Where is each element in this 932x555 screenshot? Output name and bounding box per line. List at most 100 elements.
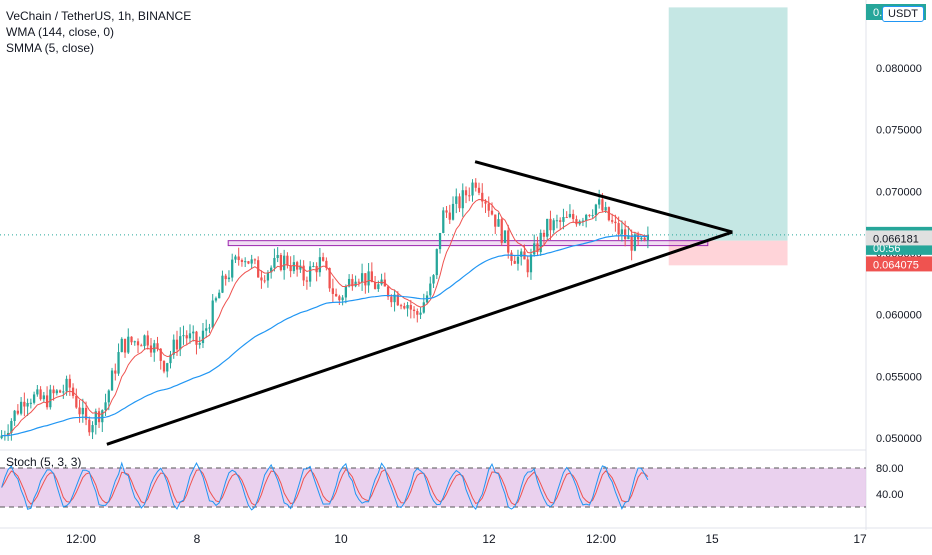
candle-body[interactable]: [104, 402, 107, 411]
candle-body[interactable]: [445, 210, 448, 213]
candle-body[interactable]: [214, 298, 218, 301]
candle-body[interactable]: [646, 234, 650, 241]
candle-body[interactable]: [182, 335, 185, 337]
candle-body[interactable]: [299, 265, 302, 270]
candle-body[interactable]: [65, 378, 68, 392]
candle-body[interactable]: [416, 311, 419, 315]
candle-body[interactable]: [130, 336, 133, 343]
candle-body[interactable]: [559, 220, 562, 222]
candle-body[interactable]: [636, 234, 640, 240]
candle-body[interactable]: [107, 390, 110, 403]
candle-body[interactable]: [601, 199, 604, 211]
candle-body[interactable]: [221, 275, 224, 293]
candle-body[interactable]: [237, 256, 240, 261]
candle-body[interactable]: [409, 305, 412, 310]
candle-body[interactable]: [539, 232, 542, 253]
candle-body[interactable]: [318, 257, 322, 273]
candle-body[interactable]: [321, 257, 325, 261]
candle-body[interactable]: [334, 293, 338, 297]
candle-body[interactable]: [526, 259, 529, 273]
candle-body[interactable]: [633, 234, 637, 251]
candle-body[interactable]: [598, 199, 601, 205]
candle-body[interactable]: [205, 328, 208, 331]
candle-body[interactable]: [208, 327, 211, 329]
candle-body[interactable]: [231, 259, 234, 278]
candle-body[interactable]: [552, 220, 555, 231]
candle-body[interactable]: [438, 232, 442, 250]
candle-body[interactable]: [562, 217, 565, 222]
candle-body[interactable]: [341, 297, 344, 301]
candle-body[interactable]: [386, 286, 390, 297]
candle-body[interactable]: [198, 343, 201, 345]
candle-body[interactable]: [481, 192, 484, 202]
candle-body[interactable]: [162, 360, 166, 372]
candle-body[interactable]: [283, 255, 286, 271]
candle-body[interactable]: [432, 275, 435, 284]
candle-body[interactable]: [253, 259, 257, 261]
candle-body[interactable]: [507, 230, 510, 253]
candle-body[interactable]: [503, 230, 507, 243]
candle-body[interactable]: [192, 331, 195, 334]
candle-body[interactable]: [0, 435, 3, 439]
candle-body[interactable]: [520, 251, 523, 257]
candle-body[interactable]: [643, 237, 646, 241]
candle-body[interactable]: [279, 254, 283, 271]
candle-body[interactable]: [289, 265, 292, 272]
candle-body[interactable]: [19, 401, 23, 414]
candle-body[interactable]: [42, 395, 45, 400]
candle-body[interactable]: [474, 182, 477, 188]
candle-body[interactable]: [26, 402, 29, 407]
stoch-label[interactable]: Stoch (5, 3, 3): [6, 455, 82, 469]
candle-body[interactable]: [123, 338, 127, 353]
candle-body[interactable]: [127, 336, 130, 353]
candle-body[interactable]: [331, 288, 335, 294]
candle-body[interactable]: [140, 345, 143, 347]
candle-body[interactable]: [273, 258, 276, 268]
candle-body[interactable]: [555, 220, 559, 222]
candle-body[interactable]: [406, 305, 409, 309]
candle-body[interactable]: [13, 410, 16, 421]
candle-body[interactable]: [328, 267, 331, 289]
candle-body[interactable]: [351, 278, 354, 287]
candle-body[interactable]: [224, 275, 227, 280]
candle-body[interactable]: [120, 338, 123, 353]
candle-body[interactable]: [572, 213, 575, 220]
candle-body[interactable]: [211, 300, 214, 328]
candle-body[interactable]: [516, 256, 520, 264]
candle-body[interactable]: [16, 410, 19, 414]
candle-body[interactable]: [594, 204, 598, 216]
candle-body[interactable]: [88, 419, 91, 433]
candle-body[interactable]: [29, 402, 32, 404]
candle-body[interactable]: [513, 260, 516, 264]
candle-body[interactable]: [471, 182, 474, 196]
candle-body[interactable]: [175, 339, 179, 350]
candle-body[interactable]: [97, 411, 101, 423]
candle-body[interactable]: [201, 330, 205, 344]
candle-body[interactable]: [451, 203, 455, 220]
candle-body[interactable]: [510, 252, 513, 261]
candle-body[interactable]: [373, 282, 377, 289]
candle-body[interactable]: [344, 286, 347, 298]
candle-body[interactable]: [36, 389, 39, 395]
candle-body[interactable]: [117, 352, 120, 374]
candle-body[interactable]: [640, 237, 643, 240]
candle-body[interactable]: [315, 265, 318, 273]
candle-body[interactable]: [114, 370, 117, 374]
candle-body[interactable]: [620, 229, 624, 235]
currency-badge[interactable]: USDT: [882, 6, 924, 22]
candle-body[interactable]: [218, 292, 221, 299]
candle-body[interactable]: [484, 201, 487, 204]
candle-body[interactable]: [364, 273, 367, 286]
candle-body[interactable]: [393, 294, 396, 303]
lower-trendline[interactable]: [106, 230, 733, 446]
candle-body[interactable]: [588, 214, 591, 216]
candle-body[interactable]: [166, 363, 169, 372]
candle-body[interactable]: [308, 266, 312, 282]
legend-wma[interactable]: WMA (144, close, 0): [6, 25, 115, 39]
candle-body[interactable]: [110, 370, 114, 391]
candle-body[interactable]: [146, 335, 149, 346]
candle-body[interactable]: [591, 215, 594, 217]
upper-trendline[interactable]: [474, 160, 733, 234]
target-zone[interactable]: [668, 7, 788, 241]
